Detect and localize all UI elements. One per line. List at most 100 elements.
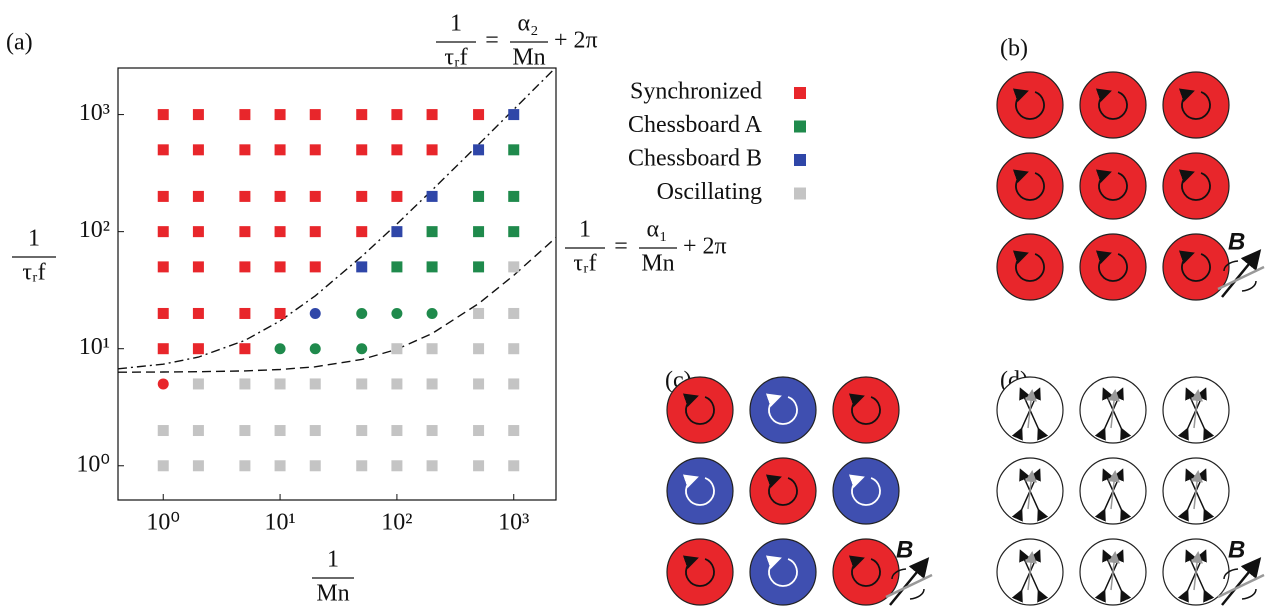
point: [391, 307, 403, 319]
y-tick-label: 10³: [79, 100, 110, 126]
point: [473, 343, 485, 355]
magnet: [666, 376, 734, 444]
x-tick-label: 10²: [381, 510, 412, 536]
magnet: [749, 457, 817, 525]
point: [356, 226, 368, 238]
point: [192, 190, 204, 202]
point: [356, 144, 368, 156]
point: [508, 378, 520, 390]
point: [309, 425, 321, 437]
magnet-disk: [749, 376, 817, 444]
point: [309, 460, 321, 472]
point: [274, 378, 286, 390]
point: [508, 109, 520, 121]
rotation-arrow: [765, 555, 798, 587]
annotation-eq: =: [485, 28, 499, 54]
point: [157, 109, 169, 121]
field-arrow: [889, 557, 930, 606]
point: [192, 307, 204, 319]
annotation-tail: + 2π: [554, 28, 598, 54]
point: [391, 226, 403, 238]
magnet: [1162, 152, 1230, 220]
field-icon: B: [1217, 536, 1265, 606]
magnet-disk: [1162, 71, 1230, 139]
field-rotation: [1223, 260, 1239, 272]
magnet: [1162, 71, 1230, 139]
magnet-disk: [832, 376, 900, 444]
magnet-disk: [996, 71, 1064, 139]
rotation-arrow: [1178, 169, 1211, 201]
point: [157, 261, 169, 273]
point: [391, 343, 403, 355]
point: [356, 378, 368, 390]
magnet-disk: [666, 457, 734, 525]
rotation-arrow: [1012, 250, 1045, 282]
point: [473, 226, 485, 238]
point: [391, 460, 403, 472]
moment-arrow: [1025, 551, 1037, 591]
point: [309, 109, 321, 121]
annotation-tail: + 2π: [683, 234, 727, 260]
point: [192, 425, 204, 437]
magnet: [1079, 376, 1147, 444]
field-arrow-ghost: [1217, 265, 1265, 291]
point: [508, 307, 520, 319]
point: [157, 343, 169, 355]
point: [426, 307, 438, 319]
point: [356, 425, 368, 437]
magnet: [1079, 71, 1147, 139]
rotation-arrow: [848, 555, 881, 587]
point: [473, 425, 485, 437]
field-rotation: [1241, 588, 1257, 600]
point: [426, 460, 438, 472]
point: [274, 261, 286, 273]
point: [239, 226, 251, 238]
annotation-den: Mn: [512, 45, 545, 71]
point: [473, 190, 485, 202]
rotation-arrow: [1178, 88, 1211, 120]
point: [192, 109, 204, 121]
field-icon: B: [885, 536, 933, 606]
point: [508, 226, 520, 238]
point: [391, 144, 403, 156]
moment-arrow: [1191, 470, 1203, 510]
magnet-disk: [1162, 233, 1230, 301]
x-axis-label-den: Mn: [316, 581, 349, 606]
point: [239, 460, 251, 472]
rotation-arrow: [682, 393, 715, 425]
rotation-arrow: [1095, 250, 1128, 282]
magnet: [1162, 376, 1230, 444]
annotation-den: τᵣf: [573, 251, 596, 277]
moment-arrow: [1025, 389, 1037, 429]
panel-label: (b): [1000, 36, 1028, 62]
point: [274, 307, 286, 319]
point: [192, 226, 204, 238]
boundary-curve: [118, 68, 556, 370]
magnet: [996, 71, 1064, 139]
annotation-num: 1: [450, 11, 462, 37]
point: [391, 190, 403, 202]
point: [274, 190, 286, 202]
point: [274, 425, 286, 437]
point: [508, 190, 520, 202]
point: [426, 190, 438, 202]
magnet: [749, 538, 817, 606]
field-rotation: [909, 588, 925, 600]
annotation-num: α₁: [647, 217, 668, 243]
rotation-arrow: [1178, 250, 1211, 282]
y-axis-label-den: τᵣf: [22, 260, 45, 286]
field-arrow: [1221, 249, 1262, 298]
point: [473, 261, 485, 273]
point: [239, 109, 251, 121]
rotation-arrow: [848, 474, 881, 506]
x-tick-label: 10¹: [264, 510, 295, 536]
point: [356, 307, 368, 319]
field-rotation: [1223, 568, 1239, 580]
point: [274, 226, 286, 238]
magnet-disk: [749, 538, 817, 606]
point: [309, 378, 321, 390]
point: [274, 343, 286, 355]
point: [508, 144, 520, 156]
magnet: [832, 538, 900, 606]
